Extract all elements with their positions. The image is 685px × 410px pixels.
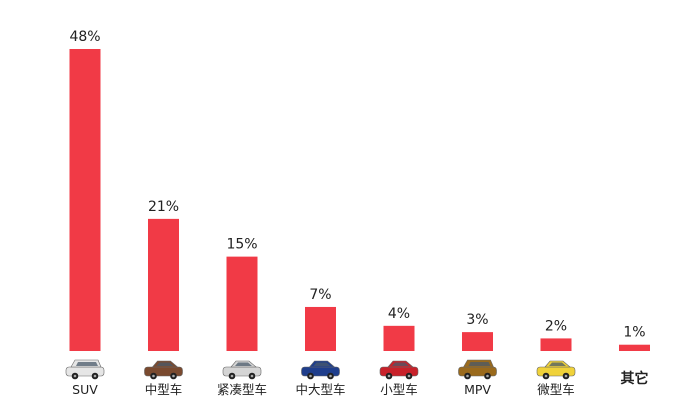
white-suv-icon xyxy=(65,359,105,380)
category-label-4: 中大型车 xyxy=(295,382,345,397)
category-icons xyxy=(65,359,576,380)
bar-6 xyxy=(462,332,493,351)
category-label-8: 其它 xyxy=(621,370,649,387)
brown-sedan-icon xyxy=(144,360,183,380)
yellow-microcar-icon xyxy=(536,360,576,380)
category-label-3: 紧凑型车 xyxy=(217,382,267,397)
bar-8 xyxy=(619,344,650,351)
blue-sedan-icon xyxy=(301,360,340,380)
value-label-8: 1% xyxy=(623,325,645,341)
value-label-2: 21% xyxy=(148,199,179,215)
category-label-7: 微型车 xyxy=(537,382,575,397)
bar-2 xyxy=(148,218,179,351)
value-label-4: 7% xyxy=(309,287,331,303)
bar-5 xyxy=(383,325,415,351)
value-label-5: 4% xyxy=(388,306,410,322)
silver-sedan-icon xyxy=(222,360,262,380)
red-hatchback-icon xyxy=(379,360,419,380)
bar-4 xyxy=(305,306,336,351)
gold-minivan-icon xyxy=(458,359,497,380)
category-label-1: SUV xyxy=(72,382,98,397)
value-label-7: 2% xyxy=(545,318,567,334)
bar-3 xyxy=(226,256,258,351)
value-label-1: 48% xyxy=(69,29,100,45)
category-labels: SUV 中型车 紧凑型车 中大型车 小型车 MPV 微型车 其它 xyxy=(72,370,648,397)
category-label-2: 中型车 xyxy=(145,382,183,397)
value-labels: 48% 21% 15% 7% 4% 3% 2% 1% xyxy=(69,29,645,341)
value-label-3: 15% xyxy=(226,237,257,253)
bars xyxy=(69,49,650,351)
category-label-5: 小型车 xyxy=(380,382,418,397)
bar-1 xyxy=(69,49,101,351)
bar-7 xyxy=(540,338,572,351)
value-label-6: 3% xyxy=(466,312,488,328)
category-label-6: MPV xyxy=(464,382,491,397)
